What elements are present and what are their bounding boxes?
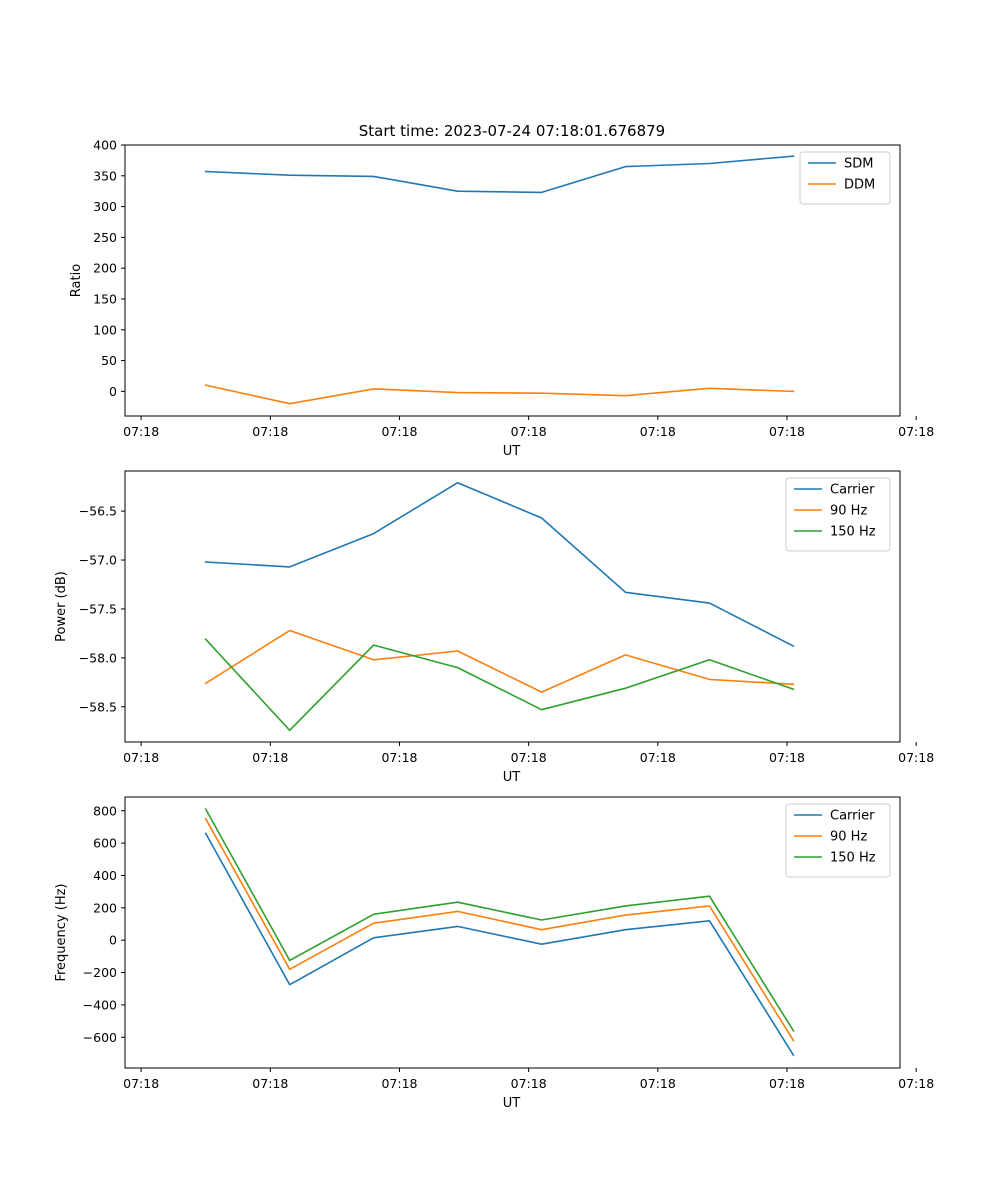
x-axis-label: UT xyxy=(503,1096,521,1111)
series-line-carrier xyxy=(204,481,795,648)
series-line-carrier xyxy=(204,832,795,1057)
x-tick-label: 07:18 xyxy=(511,1076,547,1091)
y-tick-label: 300 xyxy=(93,199,117,214)
legend-label: Carrier xyxy=(830,483,875,498)
x-tick-label: 07:18 xyxy=(898,750,934,765)
x-tick-label: 07:18 xyxy=(898,1076,934,1091)
y-tick-label: −600 xyxy=(83,1030,117,1045)
x-tick-label: 07:18 xyxy=(252,1076,288,1091)
x-tick-label: 07:18 xyxy=(769,424,805,439)
legend-label: 90 Hz xyxy=(830,504,867,519)
y-axis-label: Frequency (Hz) xyxy=(54,883,69,981)
y-tick-label: 400 xyxy=(93,138,117,153)
x-tick-label: 07:18 xyxy=(381,1076,417,1091)
legend: SDM DDM xyxy=(799,151,891,205)
x-axis-label: UT xyxy=(503,770,521,785)
x-tick-label: 07:18 xyxy=(640,424,676,439)
legend-label: 90 Hz xyxy=(830,830,867,845)
legend-box xyxy=(799,151,891,205)
y-tick-label: 200 xyxy=(93,261,117,276)
x-tick-label: 07:18 xyxy=(511,424,547,439)
chart-panel-1: 07:1807:1807:1807:1807:1807:1807:1807:19… xyxy=(69,138,934,460)
x-tick-label: 07:18 xyxy=(381,750,417,765)
x-tick-label: 07:18 xyxy=(252,424,288,439)
x-axis-label: UT xyxy=(503,444,521,459)
y-tick-label: −200 xyxy=(83,965,117,980)
legend-label: 150 Hz xyxy=(830,525,876,540)
legend-label: DDM xyxy=(844,178,875,193)
axes-frame xyxy=(124,796,901,1069)
panels: 07:1807:1807:1807:1807:1807:1807:1807:19… xyxy=(54,138,934,1112)
x-tick-label: 07:18 xyxy=(640,750,676,765)
y-tick-label: 150 xyxy=(93,291,117,306)
legend-label: 150 Hz xyxy=(830,851,876,866)
y-tick-label: 250 xyxy=(93,230,117,245)
y-tick-label: −58.5 xyxy=(79,699,117,714)
figure-title: Start time: 2023-07-24 07:18:01.676879 xyxy=(359,122,665,140)
chart-panel-3: 07:1807:1807:1807:1807:1807:1807:1807:19… xyxy=(54,796,934,1111)
y-tick-label: −56.5 xyxy=(79,504,117,519)
x-tick-label: 07:18 xyxy=(252,750,288,765)
axes-frame xyxy=(124,144,901,417)
series-line-90-hz xyxy=(204,629,795,693)
legend: Carrier 90 Hz 150 Hz xyxy=(785,803,891,878)
y-tick-label: −58.0 xyxy=(79,650,117,665)
y-tick-label: −57.5 xyxy=(79,601,117,616)
y-axis-label: Ratio xyxy=(69,264,84,297)
legend-box xyxy=(785,477,891,552)
legend-label: Carrier xyxy=(830,809,875,824)
x-tick-label: 07:18 xyxy=(123,424,159,439)
series-line-ddm xyxy=(204,384,795,405)
x-tick-label: 07:18 xyxy=(511,750,547,765)
x-tick-label: 07:18 xyxy=(123,1076,159,1091)
legend: Carrier 90 Hz 150 Hz xyxy=(785,477,891,552)
x-tick-label: 07:18 xyxy=(898,424,934,439)
y-tick-label: 800 xyxy=(93,803,117,818)
x-tick-label: 07:18 xyxy=(769,1076,805,1091)
series-line-150-hz xyxy=(204,638,795,732)
x-tick-label: 07:18 xyxy=(640,1076,676,1091)
series-line-sdm xyxy=(204,155,795,194)
series-line-150-hz xyxy=(204,808,795,1032)
x-tick-label: 07:18 xyxy=(769,750,805,765)
y-axis-label: Power (dB) xyxy=(54,571,69,642)
x-tick-label: 07:18 xyxy=(381,424,417,439)
y-tick-label: 200 xyxy=(93,900,117,915)
series-line-90-hz xyxy=(204,817,795,1042)
y-tick-label: 600 xyxy=(93,836,117,851)
y-tick-label: −400 xyxy=(83,997,117,1012)
legend-box xyxy=(785,803,891,878)
y-tick-label: 100 xyxy=(93,322,117,337)
y-tick-label: 50 xyxy=(101,353,117,368)
y-tick-label: −57.0 xyxy=(79,553,117,568)
y-tick-label: 0 xyxy=(109,384,117,399)
y-tick-label: 400 xyxy=(93,868,117,883)
legend-label: SDM xyxy=(844,157,873,172)
axes-frame xyxy=(124,470,901,743)
chart-panel-2: 07:1807:1807:1807:1807:1807:1807:1807:19… xyxy=(54,470,934,785)
y-tick-label: 350 xyxy=(93,168,117,183)
x-tick-label: 07:18 xyxy=(123,750,159,765)
y-tick-label: 0 xyxy=(109,933,117,948)
